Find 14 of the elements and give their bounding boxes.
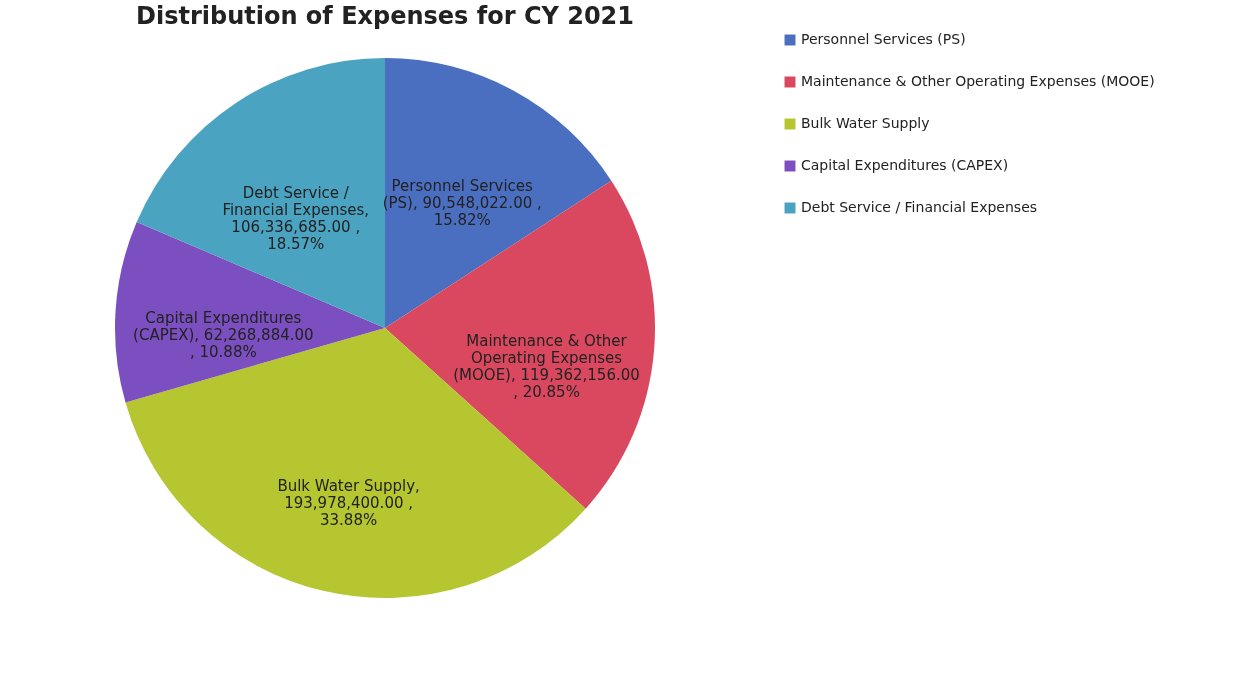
pie-slice — [115, 221, 385, 403]
pie-slice — [136, 58, 385, 328]
legend-label: Personnel Services (PS) — [801, 31, 966, 47]
pie-slice — [385, 58, 612, 328]
legend-label: Capital Expenditures (CAPEX) — [801, 157, 1009, 173]
data-label: Bulk Water Supply, 193,978,400.00 , 33.88% — [277, 476, 420, 529]
chart-title: Distribution of Expenses for CY 2021 — [135, 2, 635, 30]
data-label: Capital Expenditures (CAPEX), 62,268,884.00 , 10.88% — [133, 308, 314, 361]
legend-label: Bulk Water Supply — [801, 115, 930, 131]
legend-label: Debt Service / Financial Expenses — [801, 199, 1038, 215]
data-label: Maintenance & Other Operating Expenses (MOOE), 119,362,156.00 , 20.85% — [453, 331, 640, 401]
legend-label: Maintenance & Other Operating Expenses (MOOE) — [801, 73, 1155, 89]
data-label: Personnel Services (PS), 90,548,022.00 , 15.82% — [382, 176, 542, 229]
data-label: Debt Service / Financial Expenses, 106,336,685.00 , 18.57% — [222, 183, 370, 253]
